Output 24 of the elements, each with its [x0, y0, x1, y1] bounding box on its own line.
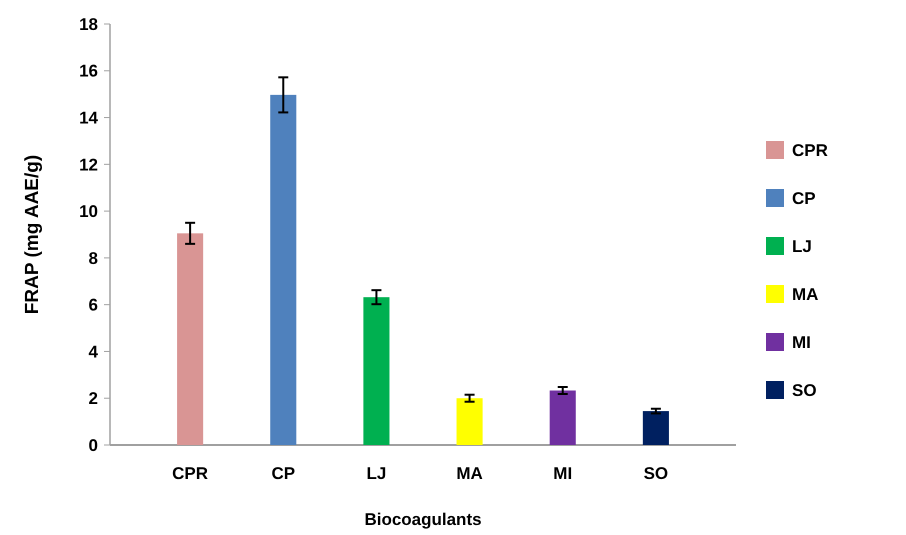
y-tick-label: 10 — [79, 202, 98, 222]
x-tick-label: MI — [553, 464, 572, 483]
y-tick-label: 18 — [79, 14, 98, 34]
legend-label: MI — [792, 332, 811, 352]
legend-label: SO — [792, 380, 817, 400]
y-tick-label: 2 — [88, 389, 98, 408]
legend-label: LJ — [792, 236, 812, 256]
y-tick-label: 6 — [88, 296, 98, 315]
y-tick-label: 16 — [79, 62, 98, 81]
y-tick-label: 4 — [88, 342, 99, 362]
x-tick-label: CPR — [172, 464, 208, 483]
x-tick-label: CP — [271, 464, 296, 483]
x-tick-label: LJ — [366, 464, 386, 483]
x-tick-label: SO — [644, 464, 668, 483]
x-axis-title: Biocoagulants — [364, 510, 482, 529]
y-tick-label: 0 — [88, 436, 98, 455]
y-axis-title: FRAP (mg AAE/g) — [22, 154, 43, 314]
legend-label: CPR — [792, 140, 828, 160]
y-tick-label: 12 — [79, 155, 98, 174]
x-tick-label: MA — [456, 464, 483, 483]
y-tick-label: 8 — [88, 248, 98, 268]
legend-label: MA — [792, 284, 818, 304]
legend-label: CP — [792, 188, 816, 208]
y-tick-label: 14 — [79, 108, 99, 128]
